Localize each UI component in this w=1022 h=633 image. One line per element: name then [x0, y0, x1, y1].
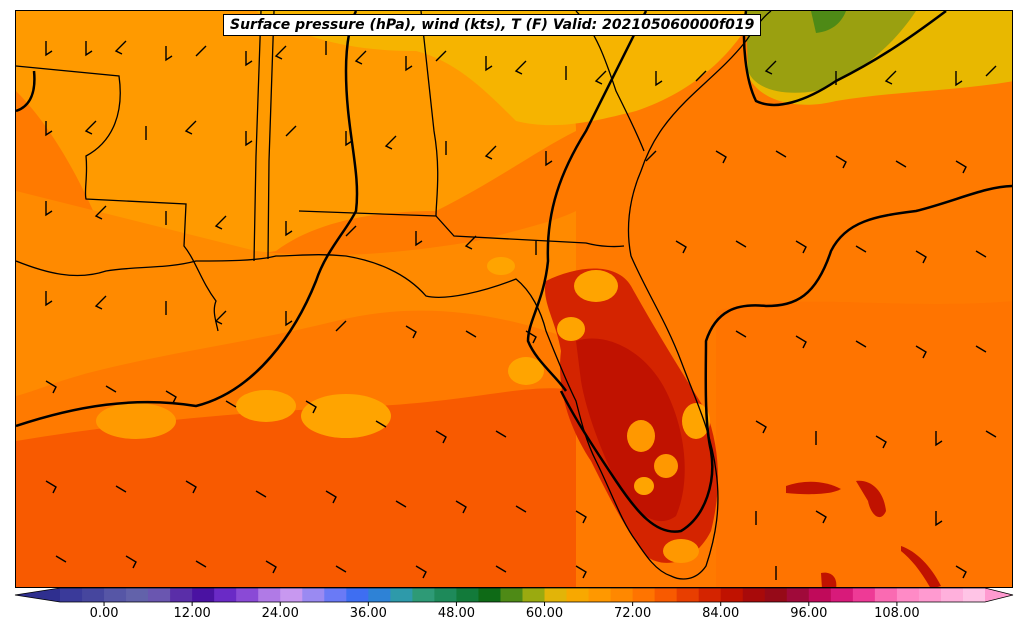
colorbar-segment: [346, 588, 369, 602]
temperature-field-olive: [746, 11, 916, 93]
warm-patch: [236, 390, 296, 422]
colorbar-outline: [14, 587, 1014, 603]
colorbar-segment: [632, 588, 656, 602]
colorbar-tick-label: 72.00: [614, 606, 652, 621]
colorbar-segment: [412, 588, 435, 602]
temperature-field-mid: [16, 191, 576, 396]
colorbar-tick-label: 36.00: [349, 606, 387, 621]
colorbar-segment: [742, 588, 766, 602]
colorbar-segment: [808, 588, 832, 602]
warm-patch: [508, 357, 544, 385]
colorbar-segment: [214, 588, 237, 602]
colorbar-segment: [434, 588, 457, 602]
temperature-field-atlantic: [716, 301, 1012, 587]
colorbar-tick-label: 12.00: [173, 606, 211, 621]
boundaries: [16, 11, 772, 580]
colorbar-segment: [82, 588, 105, 602]
cool-storm-cell: [634, 477, 654, 495]
colorbar-segment: [302, 588, 325, 602]
colorbar-segment: [104, 588, 127, 602]
colorbar-segment: [126, 588, 149, 602]
colorbar-tick-label: 60.00: [525, 606, 564, 621]
colorbar-segment: [874, 588, 898, 602]
wind-barbs: [45, 40, 997, 580]
warm-patch: [301, 394, 391, 438]
colorbar-segment: [720, 588, 744, 602]
colorbar-segment: [918, 588, 942, 602]
map-title: Surface pressure (hPa), wind (kts), T (F…: [223, 14, 762, 36]
colorbar-segment: [786, 588, 810, 602]
colorbar-segment: [390, 588, 413, 602]
colorbar-segment: [830, 588, 854, 602]
temperature-field-green-spot: [811, 11, 846, 33]
colorbar-segment: [610, 588, 634, 602]
colorbar-segment: [654, 588, 678, 602]
colorbar-tick-label: 24.00: [261, 606, 299, 621]
cool-storm-cell: [682, 403, 710, 439]
colorbar-segment: [764, 588, 788, 602]
colorbar-segment: [236, 588, 259, 602]
temperature-field-north: [16, 11, 576, 258]
colorbar-under-arrow: [15, 588, 60, 602]
colorbar-tick-label: 84.00: [702, 606, 740, 621]
colorbar-segment: [544, 588, 568, 602]
colorbar-over-arrow: [985, 588, 1013, 602]
colorbar-segment: [566, 588, 590, 602]
pressure-contours: [16, 11, 1012, 533]
colorbar-segment: [258, 588, 281, 602]
cool-storm-cell: [487, 257, 515, 275]
colorbar-segment: [940, 588, 964, 602]
colorbar-segment: [478, 588, 501, 602]
cool-storm-cell: [557, 317, 585, 341]
colorbar-segment: [456, 588, 479, 602]
cool-storm-cell: [574, 270, 618, 302]
colorbar-segment: [192, 588, 215, 602]
colorbar-tick-label: 96.00: [790, 606, 828, 621]
colorbar-tick-label: 0.00: [89, 606, 119, 621]
island-warm: [786, 481, 841, 495]
cool-storm-cell: [627, 420, 655, 452]
colorbar-segment: [280, 588, 303, 602]
colorbar-segment: [896, 588, 920, 602]
cool-storm-cell: [663, 539, 699, 563]
colorbar-segment: [170, 588, 193, 602]
island-warm: [821, 572, 837, 587]
warm-patch: [96, 403, 176, 439]
colorbar: [14, 587, 1014, 606]
colorbar-segment: [368, 588, 391, 602]
island-warm: [901, 546, 941, 587]
temperature-map: [16, 11, 1012, 587]
colorbar-segment: [962, 588, 986, 602]
island-warm: [856, 480, 886, 518]
colorbar-segment: [148, 588, 171, 602]
map-panel: [15, 10, 1013, 588]
colorbar-tick-label: 108.00: [874, 606, 920, 621]
colorbar-segment: [852, 588, 876, 602]
colorbar-segment: [676, 588, 700, 602]
colorbar-segment: [500, 588, 523, 602]
colorbar-segment: [522, 588, 546, 602]
colorbar-segment: [324, 588, 347, 602]
colorbar-segment: [588, 588, 612, 602]
colorbar-tick-label: 48.00: [437, 606, 476, 621]
colorbar-segment: [698, 588, 722, 602]
temperature-field-gulf: [16, 388, 576, 587]
colorbar-segment: [60, 588, 83, 602]
cool-storm-cell: [654, 454, 678, 478]
